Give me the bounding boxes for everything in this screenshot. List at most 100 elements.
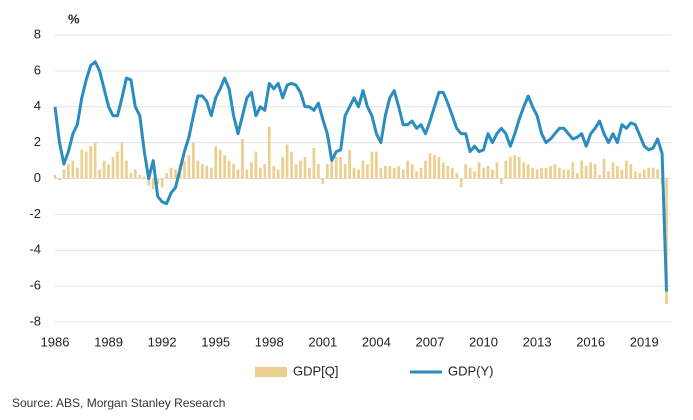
bar xyxy=(531,167,534,179)
bar xyxy=(379,167,383,179)
x-tick-label: 2010 xyxy=(469,334,498,349)
bar xyxy=(174,169,177,179)
bar xyxy=(397,165,401,179)
bar xyxy=(187,155,191,179)
bar xyxy=(508,156,512,179)
bar xyxy=(352,167,356,179)
bar xyxy=(75,167,79,179)
bar xyxy=(482,167,485,179)
bar xyxy=(116,151,119,179)
bar xyxy=(442,162,445,179)
bar xyxy=(446,165,450,179)
bar xyxy=(575,173,579,179)
bar xyxy=(308,167,311,179)
bar xyxy=(415,171,418,179)
x-tick-label: 2019 xyxy=(630,334,659,349)
bar xyxy=(584,165,588,179)
bar xyxy=(107,164,110,179)
bar xyxy=(348,149,351,179)
bar xyxy=(165,173,168,179)
y-tick-label: -8 xyxy=(29,313,41,328)
x-tick-label: 1992 xyxy=(148,334,177,349)
bar xyxy=(241,139,244,179)
x-tick-label: 1995 xyxy=(201,334,230,349)
bar xyxy=(71,160,75,179)
bar xyxy=(616,165,619,179)
bar xyxy=(330,162,334,179)
bar xyxy=(89,146,93,179)
bar xyxy=(419,167,423,179)
bar xyxy=(504,160,508,179)
bar xyxy=(151,178,155,190)
y-tick-label: 2 xyxy=(34,134,41,149)
legend-label: GDP(Y) xyxy=(448,363,494,378)
bar xyxy=(80,149,84,179)
bar xyxy=(357,169,360,179)
source: Source: ABS, Morgan Stanley Research xyxy=(12,396,225,410)
bar xyxy=(562,169,566,179)
x-tick-label: 1986 xyxy=(41,334,70,349)
bar xyxy=(84,151,88,179)
bar xyxy=(272,165,276,179)
x-tick-label: 2016 xyxy=(576,334,605,349)
bar xyxy=(455,173,459,179)
y-tick-label: -6 xyxy=(29,278,41,293)
bar xyxy=(294,164,298,179)
bar xyxy=(580,160,584,179)
bar xyxy=(218,149,222,179)
bar xyxy=(196,160,200,179)
bar xyxy=(633,171,637,179)
bar xyxy=(549,165,552,179)
bar xyxy=(522,162,526,179)
bar xyxy=(183,160,186,179)
bar xyxy=(111,156,115,179)
bar xyxy=(513,155,517,179)
bar xyxy=(629,164,633,179)
y-tick-label: 4 xyxy=(34,98,41,113)
bar xyxy=(540,167,543,179)
bar xyxy=(566,169,570,179)
bar xyxy=(406,160,409,179)
bar xyxy=(129,173,133,179)
bar xyxy=(312,148,316,179)
bar xyxy=(625,160,628,179)
bar xyxy=(276,169,280,179)
bar xyxy=(62,169,66,179)
bar xyxy=(290,151,293,179)
bar xyxy=(325,164,329,179)
bar xyxy=(392,167,396,179)
bar xyxy=(339,156,343,179)
bar xyxy=(651,167,655,179)
bar xyxy=(227,160,231,179)
bar xyxy=(410,164,414,179)
bar xyxy=(53,174,57,179)
bar xyxy=(200,164,204,179)
bar xyxy=(602,158,606,179)
y-tick-label: -2 xyxy=(29,206,41,221)
bar xyxy=(93,142,97,179)
bar xyxy=(254,151,258,179)
bar xyxy=(477,162,481,179)
bar xyxy=(642,169,646,179)
bar xyxy=(593,164,597,179)
bar xyxy=(258,167,262,179)
y-tick-label: 6 xyxy=(34,62,41,77)
bar xyxy=(401,169,405,179)
bar xyxy=(98,169,101,179)
bar xyxy=(495,162,499,179)
bar xyxy=(263,164,267,179)
bar xyxy=(317,164,320,179)
bar xyxy=(589,162,592,179)
x-tick-label: 2004 xyxy=(362,334,391,349)
bar xyxy=(303,156,307,179)
bar xyxy=(607,171,610,179)
bar xyxy=(428,153,432,179)
legend-label: GDP[Q] xyxy=(293,363,339,378)
bar xyxy=(638,173,642,179)
bar xyxy=(647,167,651,179)
x-tick-label: 2001 xyxy=(308,334,337,349)
bar xyxy=(473,171,476,179)
bar xyxy=(437,156,441,179)
bar xyxy=(491,169,494,179)
